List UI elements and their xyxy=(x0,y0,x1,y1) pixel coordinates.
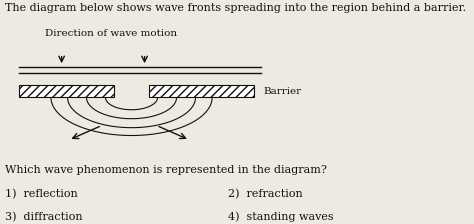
Text: Which wave phenomenon is represented in the diagram?: Which wave phenomenon is represented in … xyxy=(5,165,327,175)
Text: 4)  standing waves: 4) standing waves xyxy=(228,212,333,222)
Text: The diagram below shows wave fronts spreading into the region behind a barrier.: The diagram below shows wave fronts spre… xyxy=(5,3,466,13)
Bar xyxy=(149,85,254,97)
Bar xyxy=(19,85,114,97)
Text: 2)  refraction: 2) refraction xyxy=(228,189,302,200)
Text: 1)  reflection: 1) reflection xyxy=(5,189,77,200)
Bar xyxy=(149,85,254,97)
Bar xyxy=(19,85,114,97)
Text: 3)  diffraction: 3) diffraction xyxy=(5,212,82,222)
Text: Direction of wave motion: Direction of wave motion xyxy=(45,29,177,38)
Text: Barrier: Barrier xyxy=(263,87,301,96)
